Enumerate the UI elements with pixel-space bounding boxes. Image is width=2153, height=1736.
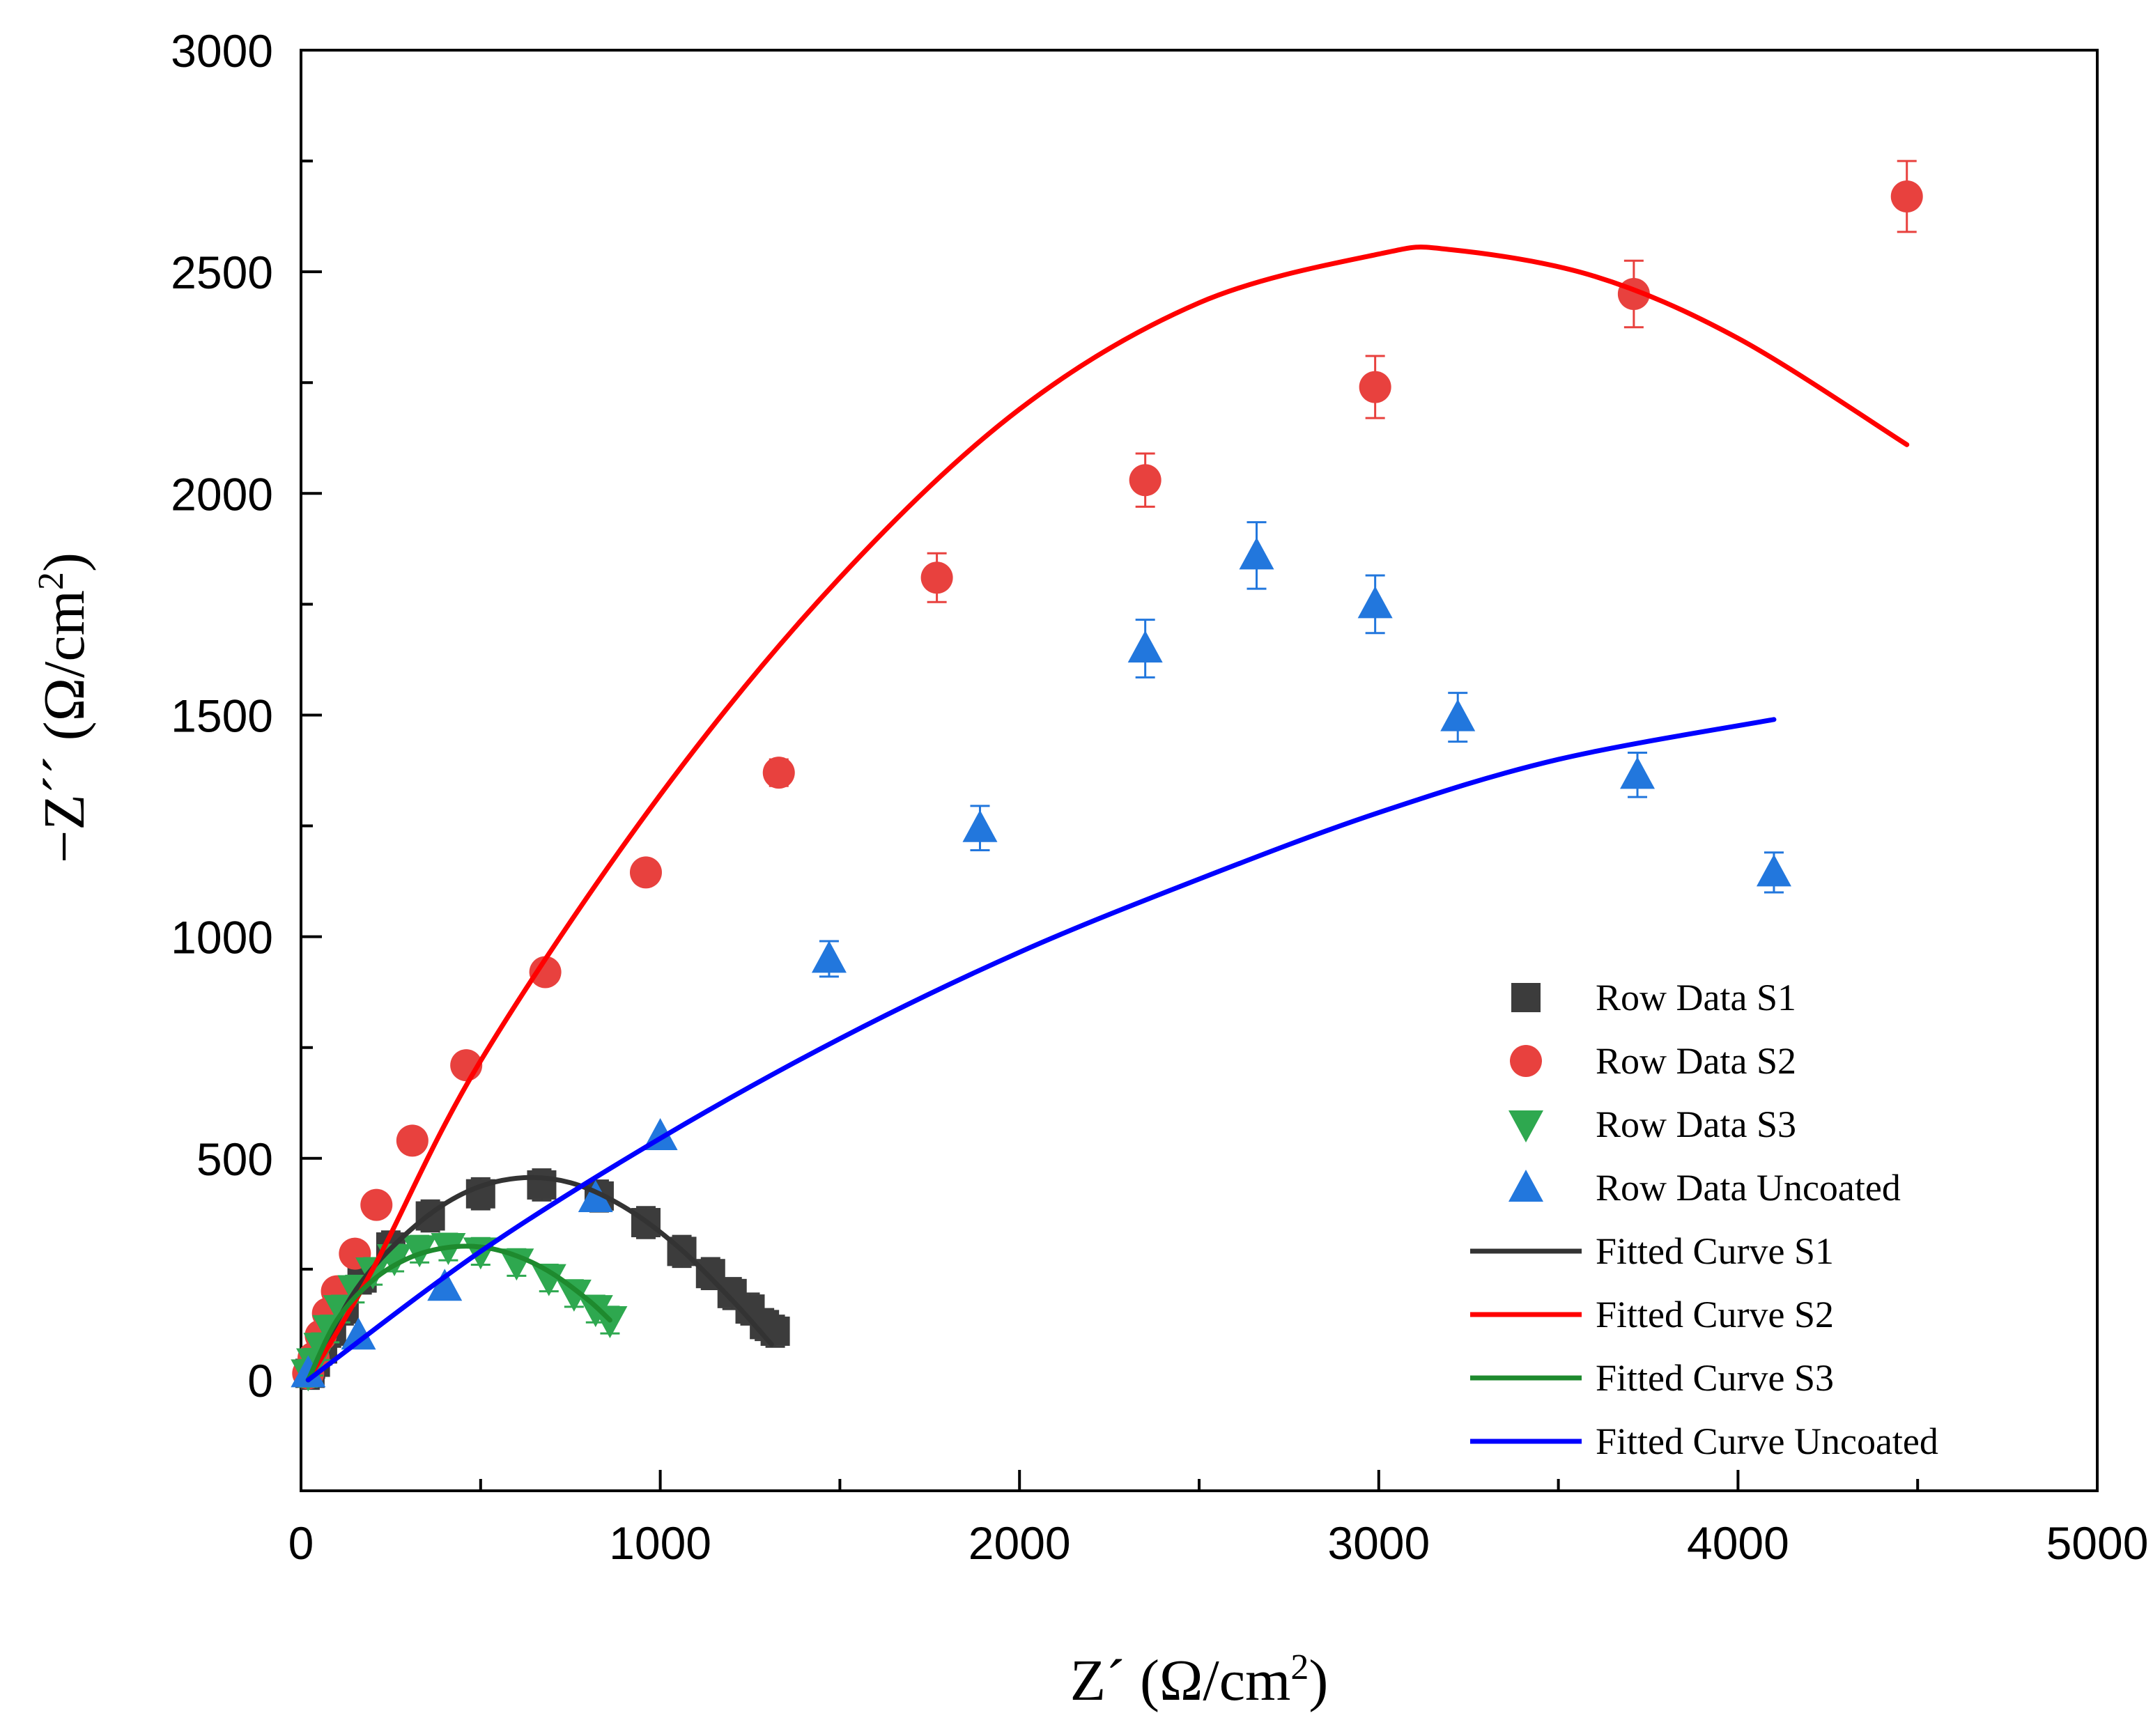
legend-item: Row Data S3 <box>1508 1103 1796 1145</box>
y-axis: 0 500 1000 1500 2000 2500 3000 <box>171 25 322 1492</box>
data-point <box>1127 630 1163 663</box>
line-fitted-curve-uncoated <box>305 717 1777 1383</box>
legend-item: Row Data Uncoated <box>1508 1167 1901 1209</box>
legend-item: Fitted Curve S2 <box>1470 1294 1834 1335</box>
data-point <box>529 956 562 989</box>
series-row-data-s2 <box>292 160 1923 1390</box>
legend-swatch <box>1511 983 1541 1012</box>
data-point <box>1129 464 1162 497</box>
data-point <box>629 856 662 889</box>
data-point <box>1359 371 1391 403</box>
x-axis: 0 1000 2000 3000 4000 5000 <box>288 1470 2149 1569</box>
series-layer <box>291 160 1923 1392</box>
x-tick-label: 1000 <box>609 1517 711 1569</box>
legend-label: Fitted Curve S2 <box>1596 1294 1834 1335</box>
data-point <box>811 940 847 973</box>
legend-label: Row Data Uncoated <box>1596 1167 1901 1209</box>
legend-item: Row Data S2 <box>1510 1040 1796 1082</box>
x-tick-label: 3000 <box>1327 1517 1430 1569</box>
x-tick-label: 4000 <box>1687 1517 1789 1569</box>
x-tick-label: 0 <box>288 1517 314 1569</box>
data-point <box>1756 854 1791 887</box>
legend-item: Fitted Curve S3 <box>1470 1357 1834 1399</box>
data-point <box>1440 699 1476 731</box>
data-point <box>527 1170 557 1200</box>
y-tick-label: 2500 <box>171 247 273 298</box>
legend: Row Data S1 Row Data S2 Row Data S3 Row Dat… <box>1470 977 1938 1462</box>
data-point <box>1890 180 1923 212</box>
line-fitted-curve-s2 <box>305 245 1910 1383</box>
legend-item: Fitted Curve S1 <box>1470 1230 1834 1272</box>
data-point <box>291 1355 326 1388</box>
legend-item: Row Data S1 <box>1511 977 1796 1018</box>
x-tick-label: 5000 <box>2046 1517 2149 1569</box>
data-point <box>962 809 998 842</box>
legend-label: Fitted Curve S1 <box>1596 1230 1834 1272</box>
data-point <box>578 1180 613 1213</box>
data-point <box>341 1317 376 1350</box>
data-point <box>1357 586 1393 619</box>
data-point <box>396 1124 429 1157</box>
legend-label: Fitted Curve Uncoated <box>1596 1420 1938 1462</box>
data-point <box>427 1269 463 1301</box>
data-point <box>499 1248 534 1281</box>
legend-label: Row Data S3 <box>1596 1103 1796 1145</box>
line-fitted-curve-s3 <box>305 1243 612 1383</box>
legend-swatch <box>1508 1170 1543 1202</box>
data-point <box>760 1316 790 1346</box>
series-row-data-uncoated <box>291 521 1791 1388</box>
plot-frame <box>300 49 2099 1492</box>
legend-label: Fitted Curve S3 <box>1596 1357 1834 1399</box>
legend-swatch <box>1508 1110 1543 1142</box>
x-tick-label: 2000 <box>969 1517 1071 1569</box>
data-point <box>1239 537 1274 570</box>
data-point <box>531 1264 566 1296</box>
y-tick-label: 0 <box>247 1355 273 1406</box>
x-axis-title: Z´ (Ω/cm2) <box>1070 1648 1329 1713</box>
data-point <box>1620 757 1656 789</box>
legend-label: Row Data S2 <box>1596 1040 1796 1082</box>
data-point <box>556 1279 592 1312</box>
y-tick-label: 500 <box>196 1133 273 1185</box>
y-tick-label: 2000 <box>171 468 273 520</box>
y-tick-label: 1500 <box>171 690 273 741</box>
data-point <box>360 1188 393 1221</box>
y-axis-title: −Z´´ (Ω/cm2) <box>31 552 97 863</box>
legend-label: Row Data S1 <box>1596 977 1796 1018</box>
legend-item: Fitted Curve Uncoated <box>1470 1420 1938 1462</box>
y-tick-label: 1000 <box>171 912 273 963</box>
plot-border <box>300 49 2099 1492</box>
y-tick-label: 3000 <box>171 25 273 77</box>
data-point <box>762 757 795 789</box>
data-point <box>920 561 953 594</box>
legend-swatch <box>1510 1045 1542 1077</box>
